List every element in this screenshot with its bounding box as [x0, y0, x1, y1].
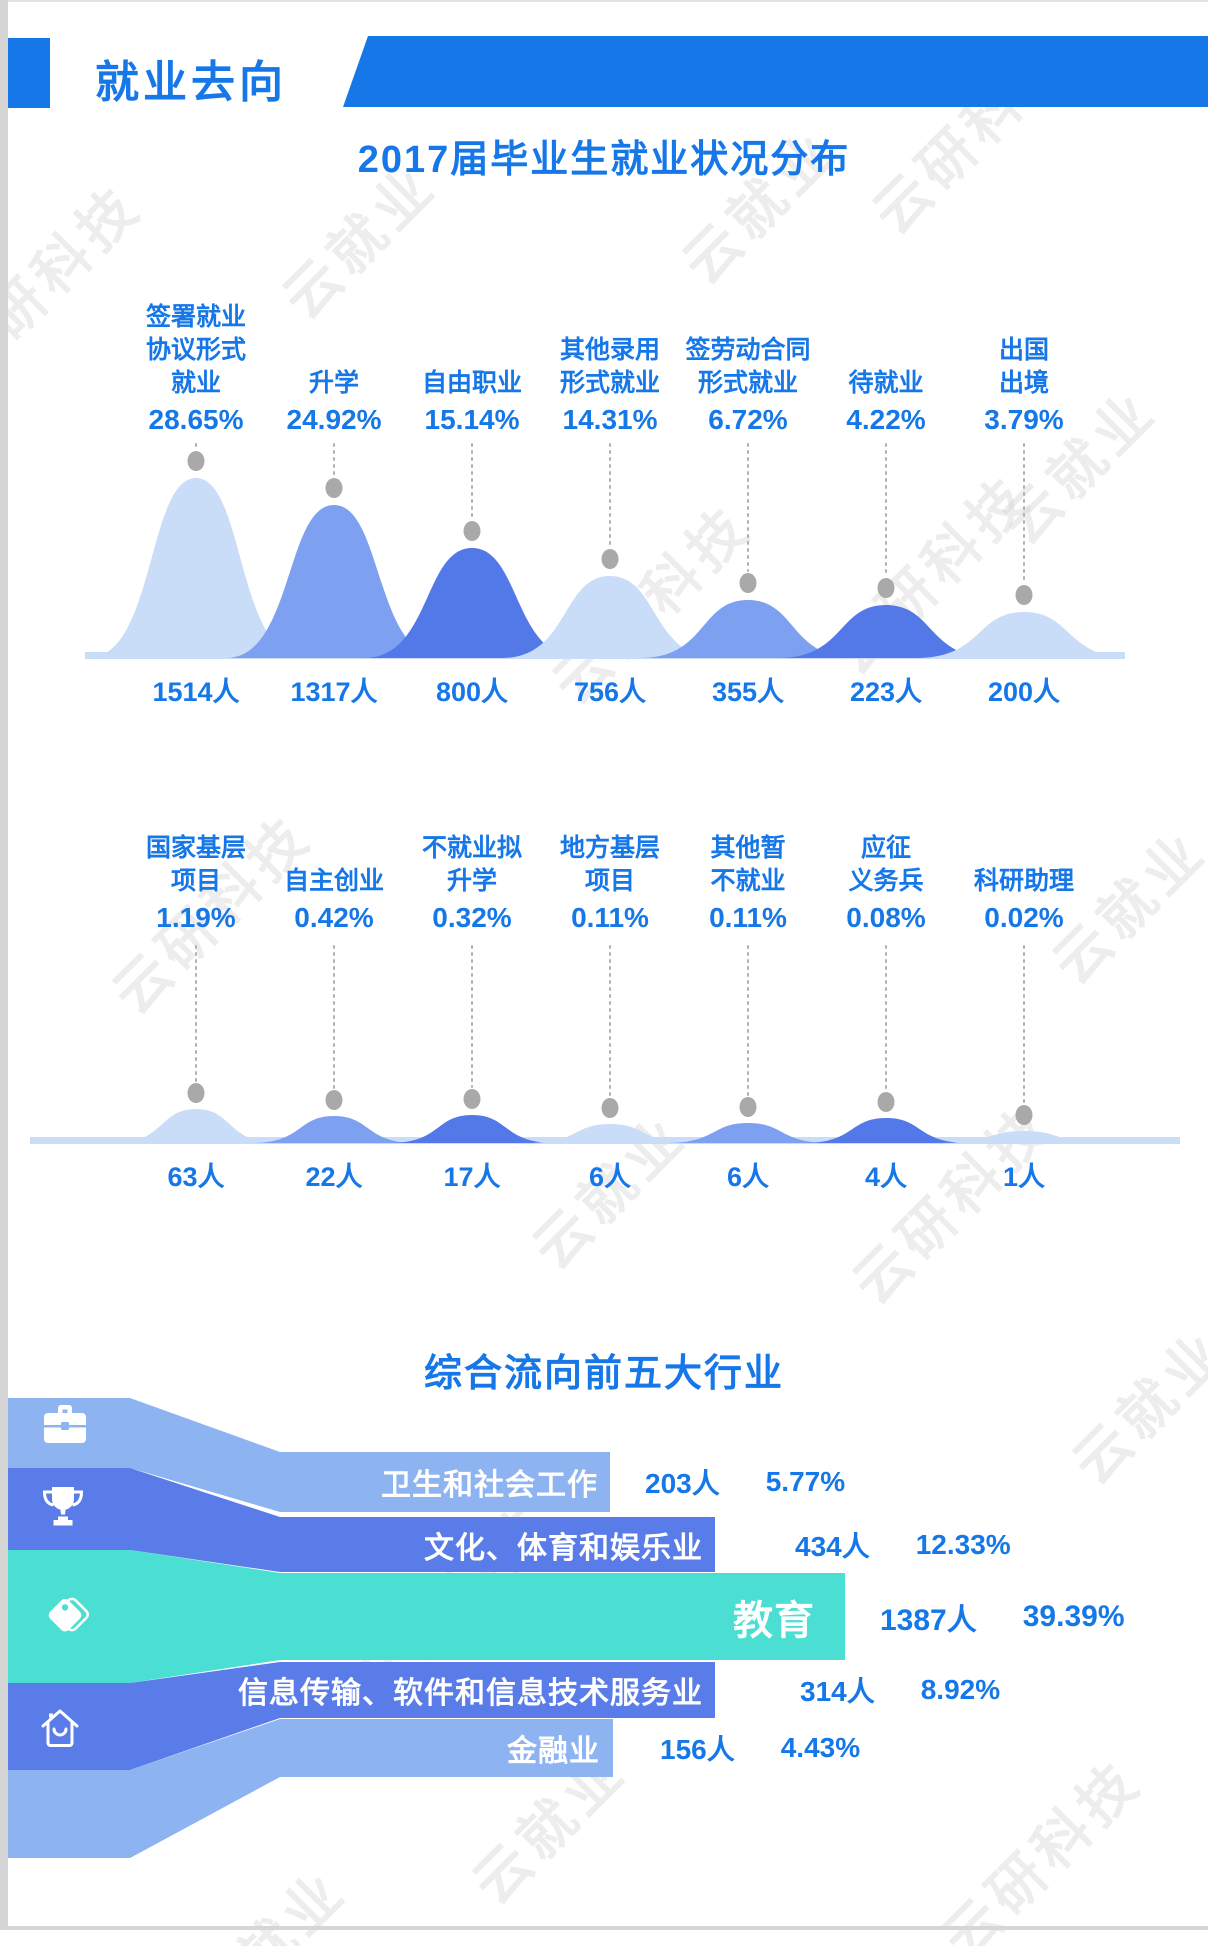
industry-ribbon [8, 1550, 845, 1683]
chart2-marker-dot [739, 1097, 757, 1117]
chart2-peak-area [666, 1123, 830, 1143]
chart2-marker-dot [187, 1083, 205, 1103]
chart2-marker-dot [601, 1098, 619, 1118]
chart1-marker-dot [325, 478, 343, 498]
chart1-peak-area [226, 505, 442, 658]
chart1-marker-dot [877, 578, 895, 598]
chart1-marker-dot [1015, 585, 1033, 605]
chart2-peak-area [114, 1109, 278, 1143]
industry-ribbon [8, 1398, 610, 1512]
chart1-peak-area [88, 478, 304, 658]
industry-ribbon [8, 1468, 715, 1572]
chart1-peak-area [364, 548, 580, 658]
chart2-marker-dot [325, 1090, 343, 1110]
chart2-marker-dot [877, 1092, 895, 1112]
chart1-marker-dot [463, 521, 481, 541]
chart1-marker-dot [601, 549, 619, 569]
industry-ribbon [8, 1662, 715, 1770]
chart1-marker-dot [187, 451, 205, 471]
chart2-peak-area [528, 1124, 692, 1143]
industry-ribbon [8, 1719, 613, 1858]
chart2-peak-area [942, 1131, 1106, 1143]
chart1-peak-area [502, 576, 718, 658]
chart2-peak-area [804, 1118, 968, 1143]
chart2-peak-area [390, 1115, 554, 1143]
chart1-marker-dot [739, 573, 757, 593]
chart2-peak-area [252, 1116, 416, 1143]
chart2-marker-dot [1015, 1105, 1033, 1125]
chart1-peak-area [916, 612, 1132, 658]
chart2-marker-dot [463, 1089, 481, 1109]
chart1-peak-area [640, 600, 856, 658]
chart1-peak-area [778, 605, 994, 658]
